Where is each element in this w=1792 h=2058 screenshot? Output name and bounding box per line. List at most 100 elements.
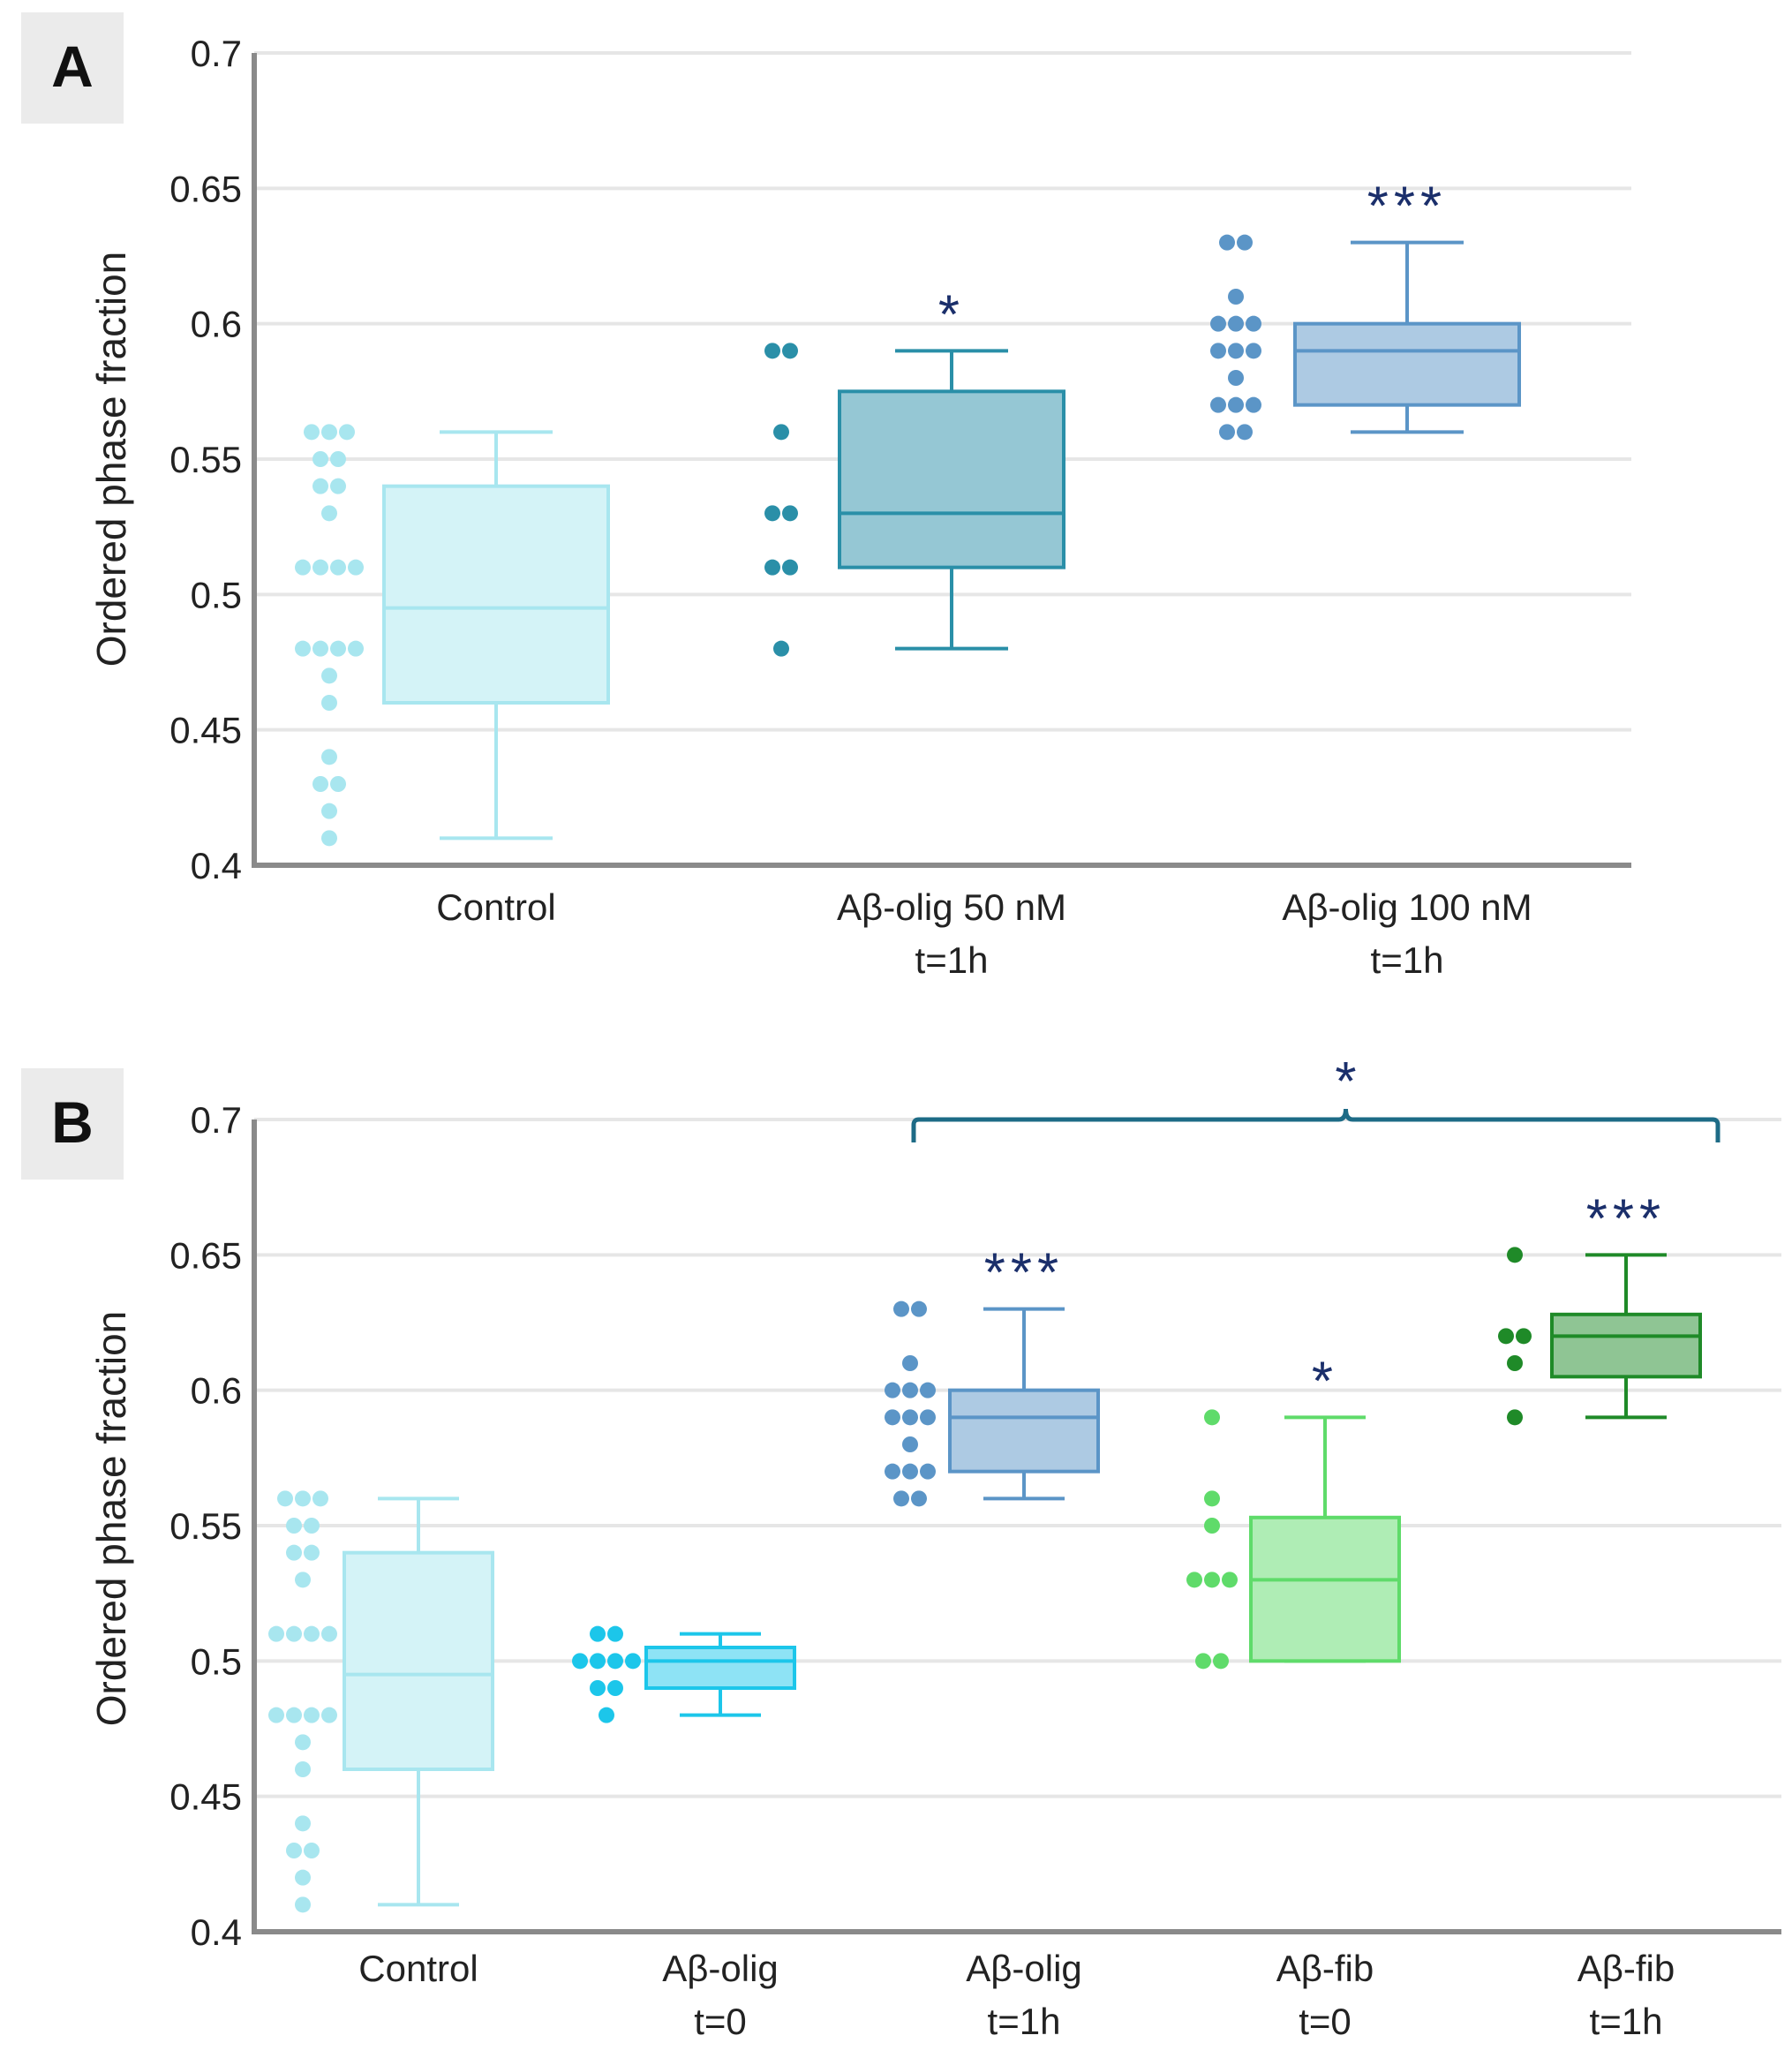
y-tick-label: 0.65 [169,168,242,209]
box-iqr [644,1646,796,1690]
data-point [286,1625,302,1642]
panel-a: A Ordered phase fraction 0.40.450.50.550… [21,12,1631,981]
bracket-significance-label: * [1335,1052,1356,1112]
data-point [1204,1572,1220,1588]
x-tick-label: Aβ-olig 100 nM [1282,886,1532,928]
box-group [295,424,610,847]
data-point [321,830,337,847]
data-point [885,1463,900,1480]
data-point [902,1463,918,1480]
box-iqr [382,484,610,705]
data-point [902,1382,918,1398]
data-point [902,1409,918,1426]
panel-b: B Ordered phase fraction 0.40.450.50.550… [21,1052,1781,2042]
box-group [572,1625,796,1723]
panel-b-label-bg [21,1068,124,1180]
y-tick-label: 0.5 [191,1640,242,1682]
data-point [1210,396,1226,413]
data-point [1246,343,1261,359]
data-point [304,1625,320,1642]
significance-label: *** [1367,177,1447,237]
data-point [893,1300,909,1317]
data-point [773,424,789,441]
data-point [1237,424,1253,441]
data-point [321,424,337,441]
data-point [782,343,798,359]
box-group: *** [1498,1188,1702,1426]
data-point [920,1463,936,1480]
data-point [295,1734,311,1751]
y-tick-label: 0.6 [191,304,242,345]
data-point [885,1382,900,1398]
data-point [607,1653,623,1670]
data-point [1204,1490,1220,1507]
x-tick-label: t=1h [915,939,989,981]
data-point [1498,1328,1514,1345]
data-point [286,1843,302,1858]
data-point [304,1518,320,1534]
data-point [321,803,337,819]
data-point [312,1490,328,1507]
x-tick-label: t=1h [1590,2001,1663,2042]
data-point [295,1490,311,1507]
panel-a-boxes: **** [295,177,1521,847]
x-tick-label: t=0 [1299,2001,1352,2042]
data-point [1210,315,1226,332]
data-point [1228,396,1244,413]
box-iqr [948,1388,1100,1474]
data-point [286,1544,302,1561]
data-point [304,1843,320,1858]
x-tick-label: Control [436,886,555,928]
data-point [330,478,346,494]
data-point [764,343,780,359]
data-point [312,559,328,576]
data-point [321,505,337,522]
data-point [312,478,328,494]
data-point [348,559,364,576]
y-tick-label: 0.4 [191,1911,242,1953]
data-point [1213,1653,1229,1670]
data-point [764,505,780,522]
data-point [1246,396,1261,413]
x-tick-label: Aβ-fib [1577,1948,1675,1989]
data-point [1228,370,1244,386]
significance-label: *** [984,1243,1064,1304]
x-tick-label: Aβ-olig 50 nM [837,886,1066,928]
data-point [312,776,328,792]
data-point [1204,1409,1220,1426]
data-point [321,1707,337,1723]
data-point [1219,424,1235,441]
box-group: * [764,284,1065,657]
box-group: *** [885,1243,1100,1507]
data-point [321,1625,337,1642]
x-tick-label: t=1h [1371,939,1444,981]
panel-b-ylabel: Ordered phase fraction [88,1311,134,1727]
data-point [782,505,798,522]
y-tick-label: 0.5 [191,574,242,615]
data-point [295,640,311,657]
x-tick-label: t=1h [988,2001,1061,2042]
data-point [1507,1355,1523,1371]
data-point [920,1382,936,1398]
data-point [330,776,346,792]
data-point [1516,1328,1532,1345]
x-tick-label: t=0 [694,2001,747,2042]
data-point [295,1815,311,1832]
y-tick-label: 0.65 [169,1234,242,1276]
data-point [295,1896,311,1913]
data-point [321,695,337,711]
data-point [590,1680,606,1696]
y-tick-label: 0.4 [191,845,242,886]
panel-b-yticks: 0.4 0.45 0.5 0.55 0.6 0.65 0.7 [169,1099,242,1953]
data-point [339,424,355,441]
box-iqr [1293,321,1521,407]
y-tick-label: 0.7 [191,1099,242,1141]
x-tick-label: Aβ-fib [1276,1948,1374,1989]
data-point [572,1653,588,1670]
y-tick-label: 0.55 [169,439,242,480]
data-point [295,1761,311,1777]
panel-b-axes [252,1119,1781,1934]
panel-a-ylabel: Ordered phase fraction [88,252,134,667]
y-tick-label: 0.45 [169,1776,242,1818]
significance-label: * [938,284,965,345]
